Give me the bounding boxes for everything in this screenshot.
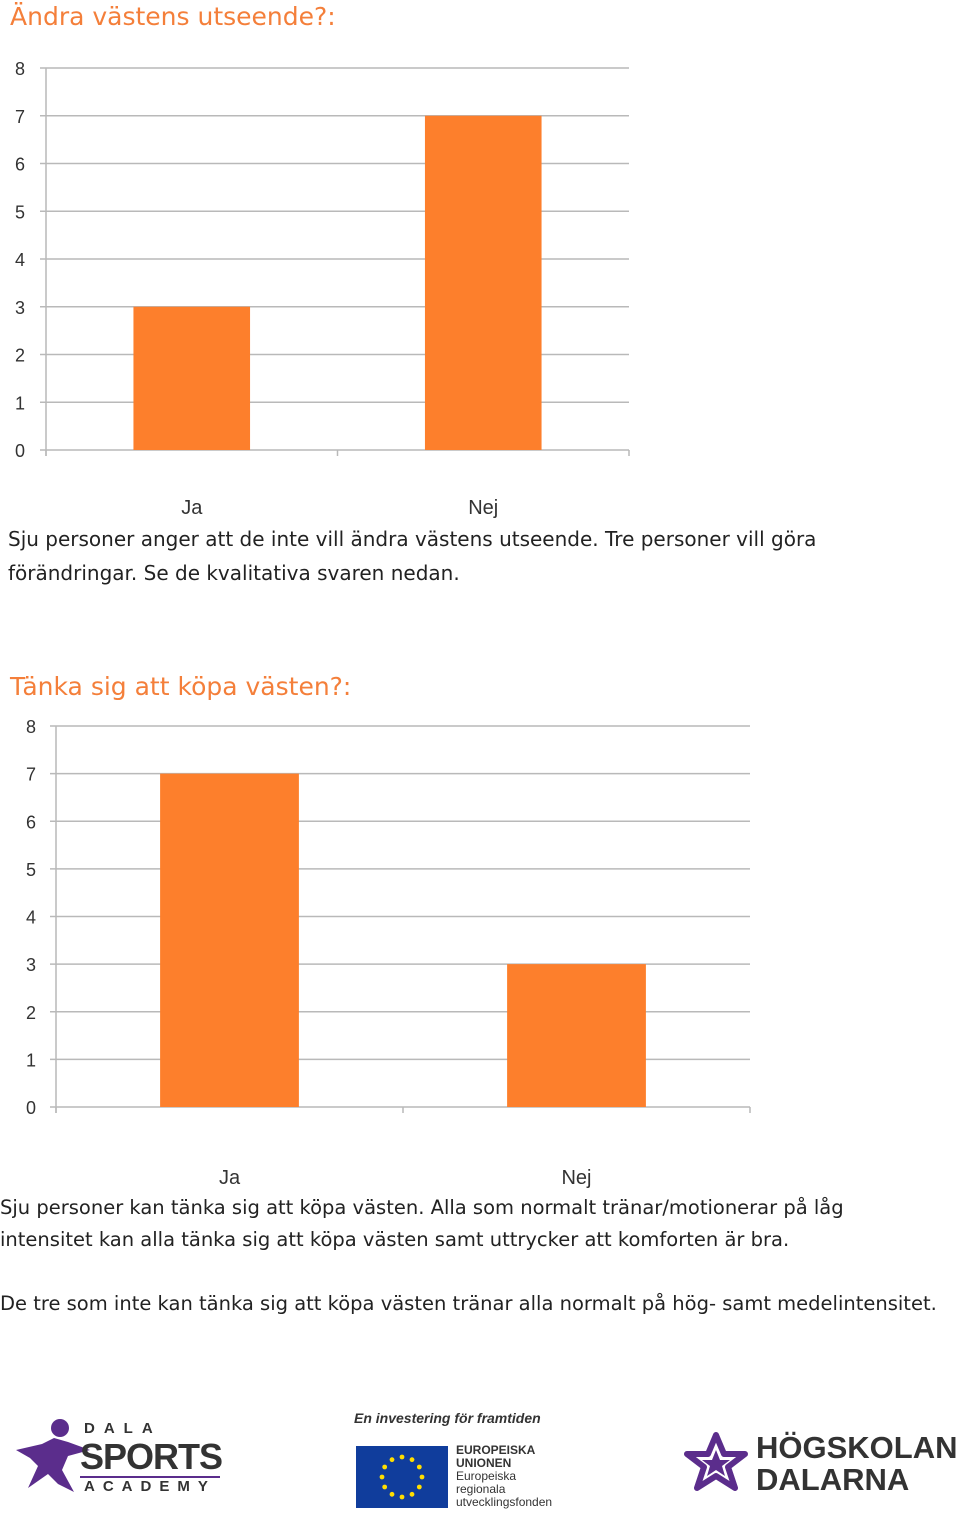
sports-text: SPORTS	[80, 1436, 223, 1477]
chart1-bar-nej	[424, 115, 542, 450]
eu-text: EUROPEISKA UNIONEN Europeiska regionala …	[456, 1444, 552, 1509]
chart1-ytick-label: 5	[15, 202, 25, 222]
eu-star	[409, 1457, 415, 1463]
eu-flag-icon	[356, 1446, 448, 1508]
chart2-ytick-label: 7	[26, 765, 36, 785]
hogskolan-text: HÖGSKOLAN DALARNA	[756, 1432, 958, 1496]
eu-star	[419, 1474, 425, 1480]
hogskolan-dalarna-logo: HÖGSKOLAN DALARNA	[682, 1432, 960, 1502]
eu-star	[416, 1484, 422, 1490]
chart2-ytick-label: 1	[26, 1050, 36, 1070]
eu-text-line5: utvecklingsfonden	[456, 1495, 553, 1509]
chart2-ytick-label: 3	[26, 955, 36, 975]
chart1-ytick-label: 4	[15, 250, 25, 270]
chart2-bar-ja	[160, 773, 299, 1107]
chart1-category-label: Ja	[181, 497, 203, 519]
hogskolan-line1: HÖGSKOLAN	[756, 1430, 958, 1465]
section2-paragraph-line1: Sju personer kan tänka sig att köpa väst…	[0, 1196, 844, 1219]
eu-logo: En investering för framtiden EUROPEISKA …	[354, 1410, 554, 1510]
chart1-ytick-label: 6	[15, 155, 25, 175]
chart2-bar-nej	[507, 964, 646, 1107]
dala-sports-academy-logo: DALA SPORTS ACADEMY	[12, 1412, 223, 1502]
chart1-ytick-label: 7	[15, 107, 25, 127]
chart2-category-label: Ja	[219, 1167, 241, 1189]
chart2-heading: Tänka sig att köpa västen?:	[10, 672, 352, 701]
section1-paragraph-line1: Sju personer anger att de inte vill ändr…	[8, 527, 817, 551]
eu-star	[382, 1464, 388, 1470]
section2-paragraph: Sju personer kan tänka sig att köpa väst…	[0, 1192, 958, 1256]
chart2: 0 1 2 3 4 5 6 7 8 Ja Nej	[26, 717, 751, 1189]
chart2-ytick-label: 0	[26, 1098, 36, 1118]
hogskolan-star-icon	[684, 1432, 748, 1491]
eu-star	[416, 1464, 422, 1470]
section1-paragraph-line2: förändringar. Se de kvalitativa svaren n…	[8, 561, 460, 585]
chart1-category-label: Nej	[468, 497, 498, 519]
dala-divider	[80, 1476, 220, 1478]
chart2-ytick-label: 2	[26, 1003, 36, 1023]
eu-star	[399, 1494, 405, 1500]
hogskolan-line2: DALARNA	[756, 1462, 910, 1497]
eu-text-line3: Europeiska	[456, 1469, 517, 1483]
chart1-ytick-label: 3	[15, 298, 25, 318]
chart1-ytick-label: 2	[15, 346, 25, 366]
chart1-ytick-label: 8	[15, 59, 25, 79]
eu-star	[399, 1454, 405, 1460]
chart1-ytick-label: 1	[15, 393, 25, 413]
chart2-category-label: Nej	[561, 1167, 591, 1189]
eu-star	[389, 1457, 395, 1463]
chart1: 0 1 2 3 4 5 6 7 8 Ja Nej	[15, 59, 630, 519]
eu-text-line1: EUROPEISKA	[456, 1443, 536, 1457]
eu-text-line4: regionala	[456, 1482, 506, 1496]
eu-star	[409, 1491, 415, 1497]
eu-text-line2: UNIONEN	[456, 1456, 512, 1470]
eu-tagline: En investering för framtiden	[354, 1410, 541, 1426]
section2-paragraph-line2: intensitet kan alla tänka sig att köpa v…	[0, 1228, 790, 1251]
eu-star	[389, 1491, 395, 1497]
section1-paragraph: Sju personer anger att de inte vill ändr…	[8, 522, 958, 590]
chart1-heading: Ändra västens utseende?:	[10, 2, 336, 31]
star-figure-icon	[16, 1419, 90, 1492]
chart2-ytick-label: 5	[26, 860, 36, 880]
academy-text: ACADEMY	[84, 1478, 216, 1495]
chart2-ytick-label: 4	[26, 908, 36, 928]
eu-star	[379, 1474, 385, 1480]
chart1-ytick-label: 0	[15, 441, 25, 461]
chart2-ytick-label: 6	[26, 812, 36, 832]
chart1-bar-ja	[133, 306, 251, 450]
dala-text: DALA	[84, 1420, 162, 1437]
eu-star	[382, 1484, 388, 1490]
chart2-ytick-label: 8	[26, 717, 36, 737]
section2-paragraph2: De tre som inte kan tänka sig att köpa v…	[0, 1292, 937, 1315]
